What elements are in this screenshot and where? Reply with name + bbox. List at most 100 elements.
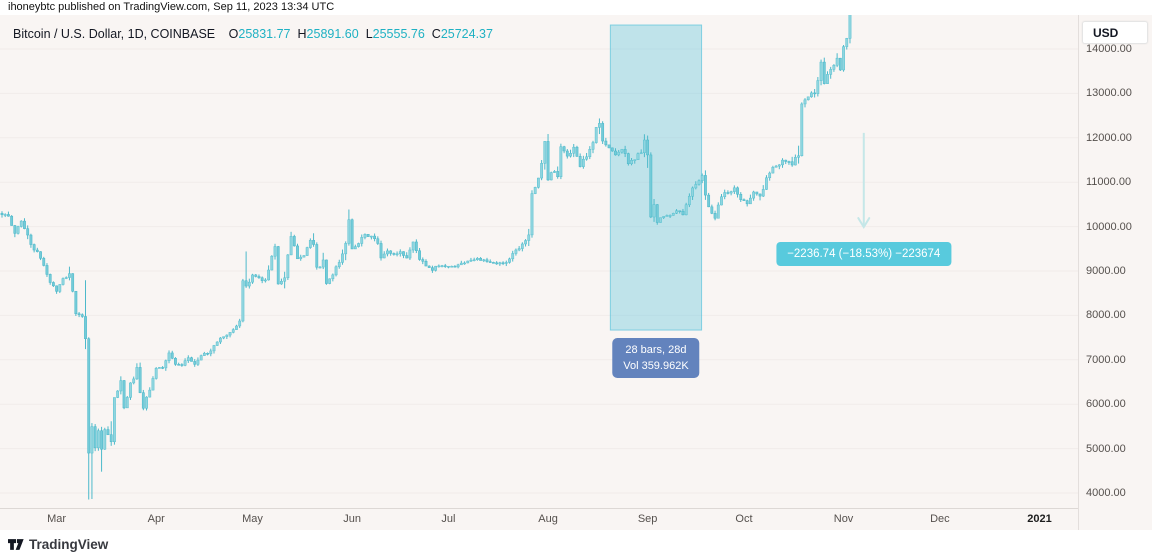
candle-body <box>819 61 823 81</box>
candle-body <box>148 389 152 398</box>
candle-body <box>748 197 752 205</box>
candle-body <box>109 434 113 442</box>
candle-body <box>643 139 646 154</box>
price-axis[interactable]: USD 14000.00 13000.00 12000.00 11000.00 1000… <box>1078 15 1152 530</box>
candle-body <box>183 360 187 366</box>
price-change-label[interactable]: −2236.74 (−18.53%) −223674 <box>776 241 952 266</box>
candle-body <box>199 355 203 361</box>
tradingview-logo[interactable]: TradingView <box>8 537 108 552</box>
candle-body <box>803 99 807 105</box>
candle-body <box>578 156 582 167</box>
candle-body <box>292 236 296 247</box>
candle-body <box>585 156 588 160</box>
candle-body <box>790 161 794 166</box>
time-tick-month: Jun <box>343 513 361 525</box>
candle-body <box>553 171 556 173</box>
candle-body <box>315 244 319 268</box>
candle-body <box>299 256 303 260</box>
measure-volume-text: Vol 359.962K <box>623 360 689 373</box>
candle-body <box>437 265 441 268</box>
candle-body <box>363 234 367 238</box>
candle-body <box>135 367 139 380</box>
candle-body <box>408 249 412 259</box>
ohlc-c: C25724.37 <box>431 27 493 41</box>
chart-pane[interactable]: Bitcoin / U.S. Dollar, 1D, COINBASE O258… <box>0 15 1078 508</box>
measure-band[interactable] <box>609 24 703 331</box>
candle-body <box>244 280 248 287</box>
candle-body <box>787 161 791 163</box>
candlestick-chart[interactable] <box>0 15 1078 508</box>
candle-body <box>286 254 290 279</box>
candle-body <box>405 255 409 259</box>
candle-body <box>228 332 232 336</box>
candle-body <box>601 123 605 142</box>
ohlc-h: H25891.60 <box>297 27 359 41</box>
candle-body <box>402 251 405 256</box>
candle-body <box>113 397 116 442</box>
candle-body <box>466 260 470 264</box>
candle-body <box>222 336 226 339</box>
candle-body <box>655 204 659 223</box>
candle-body <box>414 241 418 251</box>
candle-body <box>533 187 537 194</box>
chart-legend[interactable]: Bitcoin / U.S. Dollar, 1D, COINBASE O258… <box>13 27 500 41</box>
candle-body <box>774 165 778 168</box>
candle-body <box>456 264 460 268</box>
time-tick-month: Oct <box>735 513 753 525</box>
candle-body <box>267 269 270 281</box>
currency-badge[interactable]: USD <box>1082 21 1148 44</box>
candle-body <box>652 204 656 218</box>
candle-body <box>537 177 540 188</box>
candle-body <box>614 150 617 156</box>
symbol-title[interactable]: Bitcoin / U.S. Dollar, 1D, COINBASE <box>13 27 216 41</box>
candle-body <box>736 187 739 195</box>
candle-body <box>742 199 746 201</box>
candle-body <box>154 367 158 379</box>
candle-body <box>87 338 91 454</box>
candle-body <box>498 262 502 265</box>
candle-body <box>684 204 688 216</box>
time-tick-month: Apr <box>147 513 165 525</box>
candle-body <box>193 361 197 365</box>
candle-body <box>639 152 643 155</box>
candle-body <box>591 142 595 150</box>
candle-body <box>607 144 611 149</box>
candle-body <box>559 146 563 178</box>
candle-body <box>215 341 219 346</box>
candle-body <box>219 337 222 343</box>
candle-body <box>732 187 736 192</box>
candle-body <box>247 281 251 287</box>
candle-body <box>588 149 592 157</box>
candle-body <box>125 397 129 409</box>
candle-body <box>13 225 17 234</box>
candle-body <box>273 246 277 257</box>
candle-body <box>581 158 585 167</box>
candle-body <box>379 243 383 259</box>
candle-body <box>704 175 707 196</box>
time-axis[interactable]: Mar Apr May Jun Jul Aug Sep Oct Nov Dec 2021 <box>0 508 1078 530</box>
measure-bars-text: 28 bars, 28d <box>625 344 687 357</box>
candle-body <box>32 244 36 251</box>
candle-body <box>594 127 598 143</box>
candle-body <box>51 282 55 287</box>
candle-body <box>620 149 624 153</box>
candle-body <box>479 258 482 261</box>
candle-body <box>225 334 229 337</box>
candle-body <box>418 250 421 260</box>
candle-body <box>565 150 569 157</box>
candle-body <box>431 267 434 271</box>
candle-body <box>235 325 238 330</box>
candle-body <box>671 213 675 216</box>
candle-body <box>758 193 762 197</box>
candle-body <box>145 396 148 409</box>
candle-body <box>190 357 193 362</box>
candle-body <box>283 277 287 282</box>
candles-group <box>0 15 852 500</box>
candle-body <box>398 251 402 255</box>
measure-tool-label[interactable]: 28 bars, 28d Vol 359.962K <box>612 338 700 379</box>
candle-body <box>238 320 242 327</box>
candle-body <box>511 253 515 260</box>
candle-body <box>752 191 756 199</box>
candle-body <box>691 187 694 197</box>
